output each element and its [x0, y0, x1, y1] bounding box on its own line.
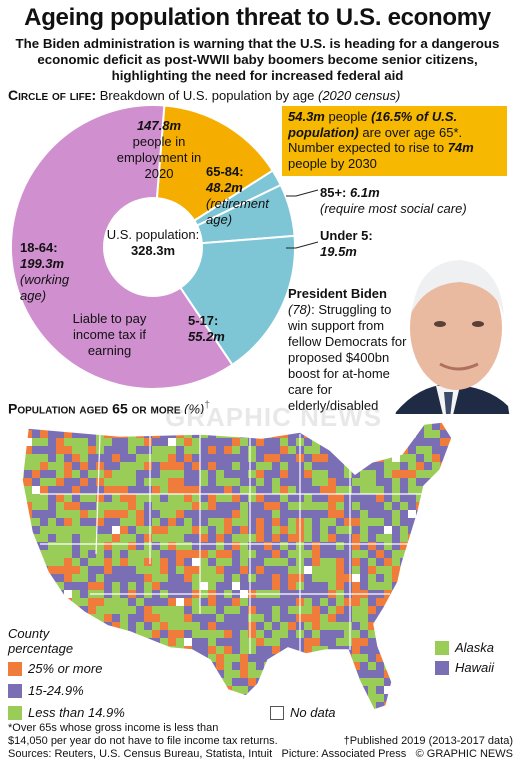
legend-label-low: Less than 14.9% — [28, 705, 125, 720]
slice-65-84-name: 65-84: — [206, 164, 244, 179]
note-value-2: (16.5% of U.S. population) — [288, 109, 458, 140]
donut-center-label: U.S. population: 328.3m — [103, 227, 203, 259]
employment-text: people in employment in 2020 — [116, 134, 202, 181]
callout-under5-label: Under 5: — [320, 228, 373, 243]
circle-heading: Circle of life: Breakdown of U.S. popula… — [8, 87, 401, 104]
legend-title-2: percentage — [8, 641, 74, 656]
center-label-text: U.S. population: — [106, 227, 200, 242]
employment-label: 147.8m people in employment in 2020 — [110, 118, 208, 182]
slice-label-18-64: 18-64: 199.3m (working age) — [20, 240, 90, 304]
employment-value: 147.8m — [136, 118, 182, 133]
alaska-label: Alaska — [455, 640, 495, 655]
slice-65-84-value: 48.2m — [206, 180, 243, 195]
legend-label-no-data: No data — [290, 705, 336, 720]
donut-hole — [103, 197, 203, 297]
biden-age: (78) — [288, 302, 312, 317]
map-heading: Population aged 65 or more (%)† — [8, 398, 210, 416]
note-text-2: are over age 65*. Number expected to ris… — [288, 124, 463, 156]
legend-title-1: County — [8, 626, 50, 641]
population-donut-chart — [10, 104, 319, 390]
legend-item-low: Less than 14.9% — [8, 705, 125, 720]
picture-credit: Picture: Associated Press — [281, 748, 407, 760]
legend-swatch-low — [8, 705, 22, 720]
legend-label-high: 25% or more — [28, 661, 103, 676]
alaska-swatch — [435, 640, 449, 655]
slice-18-64-value: 199.3m — [20, 256, 65, 271]
footer: *Over 65s whose gross income is less tha… — [8, 722, 513, 761]
callout-85-value: 6.1m — [350, 185, 380, 200]
slice-18-64-note: (working age) — [20, 272, 70, 303]
map-heading-caps: Population aged 65 or more — [8, 400, 181, 417]
slice-label-65-84: 65-84: 48.2m (retirement age) — [206, 164, 286, 228]
slice-5-17-name: 5-17: — [188, 313, 219, 328]
biden-caption: President Biden (78): Struggling to win … — [288, 286, 407, 413]
slice-18-64-name: 18-64: — [20, 240, 58, 255]
taxable-label: Liable to pay income tax if earning — [72, 311, 147, 358]
biden-name: President Biden — [288, 286, 387, 301]
us-county-map — [0, 414, 515, 724]
over-65-note: 54.3m people (16.5% of U.S. population) … — [282, 106, 507, 176]
sources: Sources: Reuters, U.S. Census Bureau, St… — [8, 748, 273, 760]
us-outline — [21, 421, 453, 711]
footnote-2b: †Published 2019 (2013-2017 data) — [343, 735, 513, 747]
state-borders — [40, 433, 430, 654]
map-legend: County percentage — [8, 626, 73, 656]
legend-alaska: Alaska — [435, 640, 494, 655]
watermark: GRAPHIC NEWS — [165, 402, 383, 432]
legend-item-no-data: No data — [270, 705, 336, 720]
callout-under-5: Under 5: 19.5m — [320, 228, 420, 260]
map-heading-unit: (%) — [184, 401, 205, 417]
legend-hawaii: Hawaii — [435, 660, 494, 675]
note-value-3: 74m — [447, 140, 474, 155]
footnote-1: *Over 65s whose gross income is less tha… — [8, 722, 219, 734]
copyright: © GRAPHIC NEWS — [415, 748, 513, 760]
biden-text: Struggling to win support from fellow De… — [288, 302, 407, 413]
slice-label-5-17: 5-17: 55.2m — [188, 313, 238, 345]
page-title: Ageing population threat to U.S. economy — [24, 4, 491, 31]
circle-heading-text: Breakdown of U.S. population by age — [99, 88, 315, 103]
circle-heading-note: (2020 census) — [318, 88, 401, 103]
slice-65-84-note: (retirement age) — [206, 196, 269, 227]
legend-swatch-mid — [8, 683, 22, 698]
legend-swatch-no-data — [270, 705, 284, 720]
center-value: 328.3m — [130, 243, 176, 258]
circle-heading-caps: Circle of life: — [8, 87, 97, 103]
note-text-1: people — [328, 109, 368, 124]
hawaii-swatch — [435, 660, 449, 675]
legend-label-mid: 15-24.9% — [28, 683, 84, 698]
callout-connector-1 — [286, 189, 319, 197]
callout-85-label: 85+: — [320, 185, 347, 200]
callout-85-plus: 85+: 6.1m (require most social care) — [320, 185, 510, 217]
map-heading-dagger: † — [204, 400, 210, 411]
legend-item-high: 25% or more — [8, 661, 102, 676]
footnote-2: $14,050 per year do not have to file inc… — [8, 735, 278, 747]
hawaii-label: Hawaii — [455, 660, 495, 675]
callout-under5-value: 19.5m — [320, 244, 357, 259]
slice-5-17-value: 55.2m — [188, 329, 225, 344]
legend-swatch-high — [8, 661, 22, 676]
legend-item-mid: 15-24.9% — [8, 683, 84, 698]
subtitle: The Biden administration is warning that… — [15, 36, 500, 83]
note-text-3: people by 2030 — [288, 155, 377, 171]
callout-85-note: (require most social care) — [320, 201, 467, 216]
note-value-1: 54.3m — [288, 109, 325, 124]
callout-connector-2 — [286, 241, 319, 249]
